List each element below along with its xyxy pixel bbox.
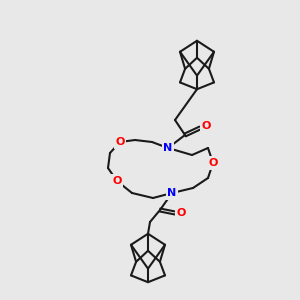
Text: O: O [208,158,218,168]
Text: N: N [167,188,177,198]
Text: O: O [176,208,186,218]
Text: O: O [201,121,211,131]
Text: O: O [112,176,122,186]
Text: O: O [115,137,125,147]
Text: N: N [164,143,172,153]
